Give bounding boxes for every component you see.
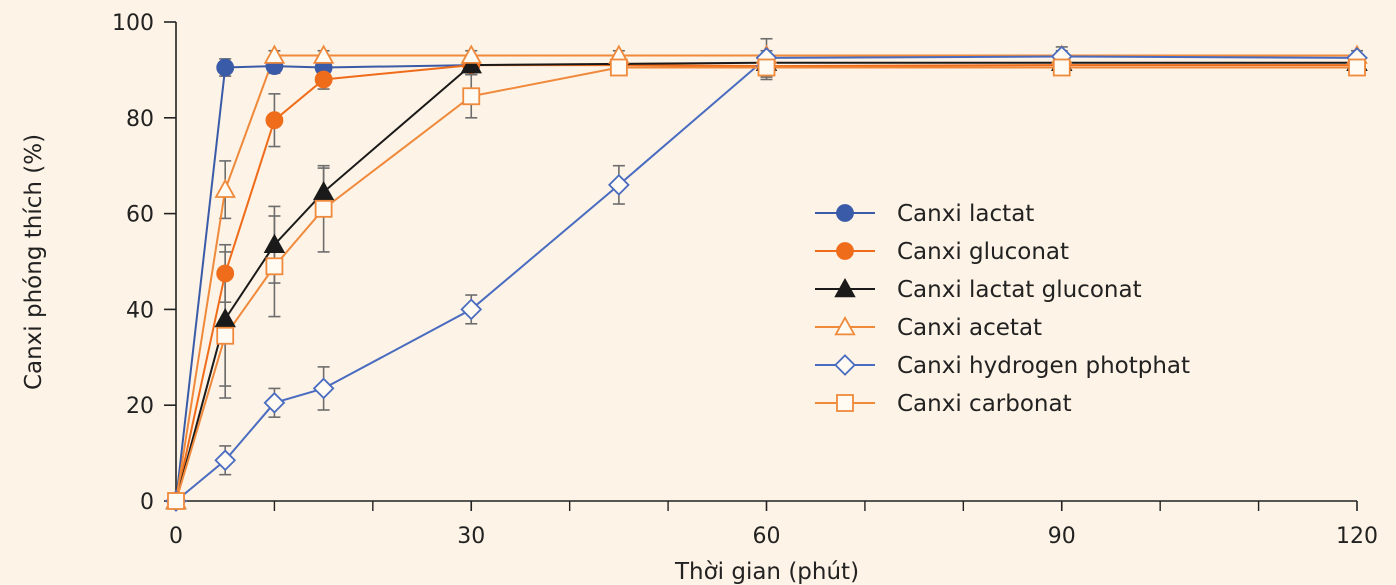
x-tick-label: 90 bbox=[1048, 524, 1076, 549]
data-point-series-6 bbox=[462, 87, 481, 106]
data-point-series-6 bbox=[265, 257, 284, 276]
legend-label: Canxi gluconat bbox=[897, 239, 1069, 265]
y-axis-title: Canxi phóng thích (%) bbox=[21, 134, 47, 390]
data-point-series-5 bbox=[608, 173, 630, 196]
legend: Canxi lactat Canxi gluconat Canxi lactat g… bbox=[815, 201, 1190, 417]
data-point-series-6 bbox=[314, 199, 333, 218]
legend-label: Canxi lactat gluconat bbox=[897, 277, 1142, 303]
x-tick-label: 30 bbox=[457, 524, 485, 549]
data-point-series-3 bbox=[312, 180, 335, 201]
legend-marker bbox=[836, 242, 854, 260]
data-point-series-5 bbox=[312, 377, 335, 400]
x-tick-label: 120 bbox=[1336, 524, 1378, 549]
data-point-series-1 bbox=[216, 58, 235, 77]
data-point-series-3 bbox=[263, 233, 286, 253]
legend-label: Canxi carbonat bbox=[897, 391, 1072, 417]
legend-marker bbox=[836, 204, 854, 222]
series-line-5 bbox=[175, 55, 1358, 502]
data-point-series-6 bbox=[609, 58, 628, 77]
data-point-series-2 bbox=[216, 264, 235, 283]
x-axis-title: Thời gian (phút) bbox=[674, 559, 859, 585]
y-tick-label: 80 bbox=[126, 107, 154, 132]
data-point-series-3 bbox=[214, 307, 236, 328]
data-point-series-4 bbox=[312, 44, 335, 64]
data-point-series-6 bbox=[167, 492, 185, 510]
data-point-series-2 bbox=[265, 111, 284, 130]
data-point-series-4 bbox=[460, 44, 482, 64]
series-line-6 bbox=[175, 66, 1357, 502]
y-tick-label: 20 bbox=[126, 394, 154, 419]
x-tick-label: 0 bbox=[169, 524, 183, 549]
plot-area bbox=[165, 37, 1368, 512]
series-markers bbox=[165, 44, 1368, 512]
data-point-series-6 bbox=[1348, 58, 1366, 77]
y-tick-label: 0 bbox=[140, 490, 154, 515]
data-point-series-5 bbox=[214, 449, 237, 472]
x-tick-label: 60 bbox=[753, 524, 781, 549]
data-point-series-2 bbox=[314, 70, 333, 89]
data-point-series-6 bbox=[1052, 58, 1071, 77]
y-tick-label: 100 bbox=[112, 11, 154, 36]
axes: 0 30 60 90 120 0 20 40 60 80 100 bbox=[112, 11, 1378, 549]
data-point-series-5 bbox=[460, 298, 483, 321]
legend-label: Canxi hydrogen photphat bbox=[897, 353, 1190, 379]
data-point-series-6 bbox=[757, 58, 776, 77]
y-tick-label: 60 bbox=[126, 203, 154, 228]
series-line-2 bbox=[175, 64, 1357, 502]
data-point-series-4 bbox=[263, 44, 286, 64]
series-lines bbox=[175, 54, 1358, 502]
legend-label: Canxi acetat bbox=[897, 315, 1042, 341]
legend-marker bbox=[834, 277, 856, 298]
y-tick-label: 40 bbox=[126, 298, 154, 323]
data-point-series-5 bbox=[263, 391, 286, 414]
legend-marker bbox=[834, 315, 856, 336]
legend-label: Canxi lactat bbox=[897, 201, 1034, 227]
error-bars bbox=[219, 37, 1363, 476]
series-line-4 bbox=[175, 54, 1357, 502]
legend-marker bbox=[836, 394, 854, 412]
data-point-series-4 bbox=[214, 178, 236, 198]
legend-marker bbox=[834, 354, 856, 376]
data-point-series-3 bbox=[460, 54, 482, 74]
data-point-series-6 bbox=[216, 326, 235, 345]
series-line-3 bbox=[175, 61, 1357, 502]
